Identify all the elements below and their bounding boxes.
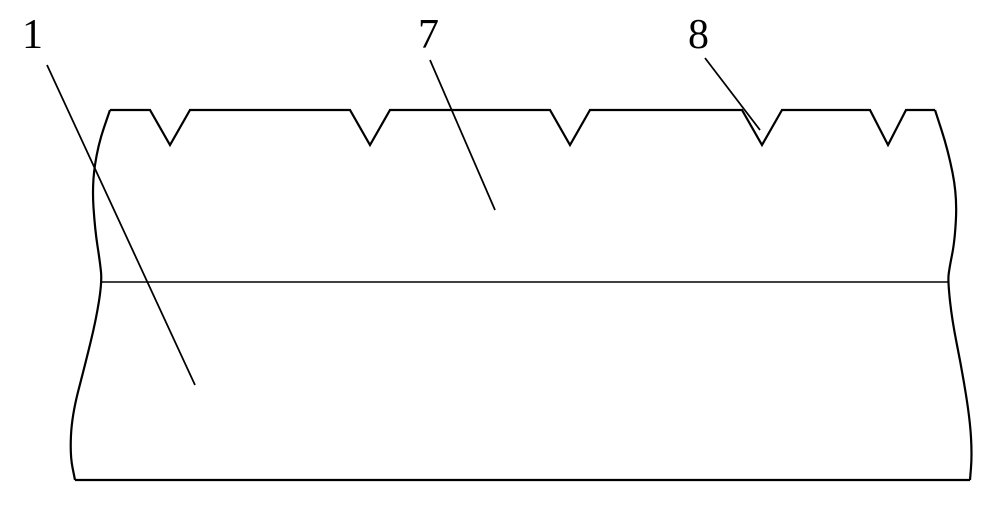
- label-1: 1: [22, 12, 43, 58]
- label-7: 7: [418, 12, 439, 58]
- cross-section-diagram: 1 7 8: [0, 0, 1000, 518]
- reference-labels: 1 7 8: [22, 12, 709, 58]
- right-break-line: [935, 110, 972, 480]
- layered-body: [71, 110, 972, 480]
- label-8: 8: [688, 12, 709, 58]
- top-surface-with-grooves: [110, 110, 935, 145]
- leader-lines: [47, 58, 760, 385]
- leader-line-7: [430, 60, 495, 210]
- leader-line-8: [705, 58, 760, 130]
- left-break-line: [71, 110, 110, 480]
- leader-line-1: [47, 65, 195, 385]
